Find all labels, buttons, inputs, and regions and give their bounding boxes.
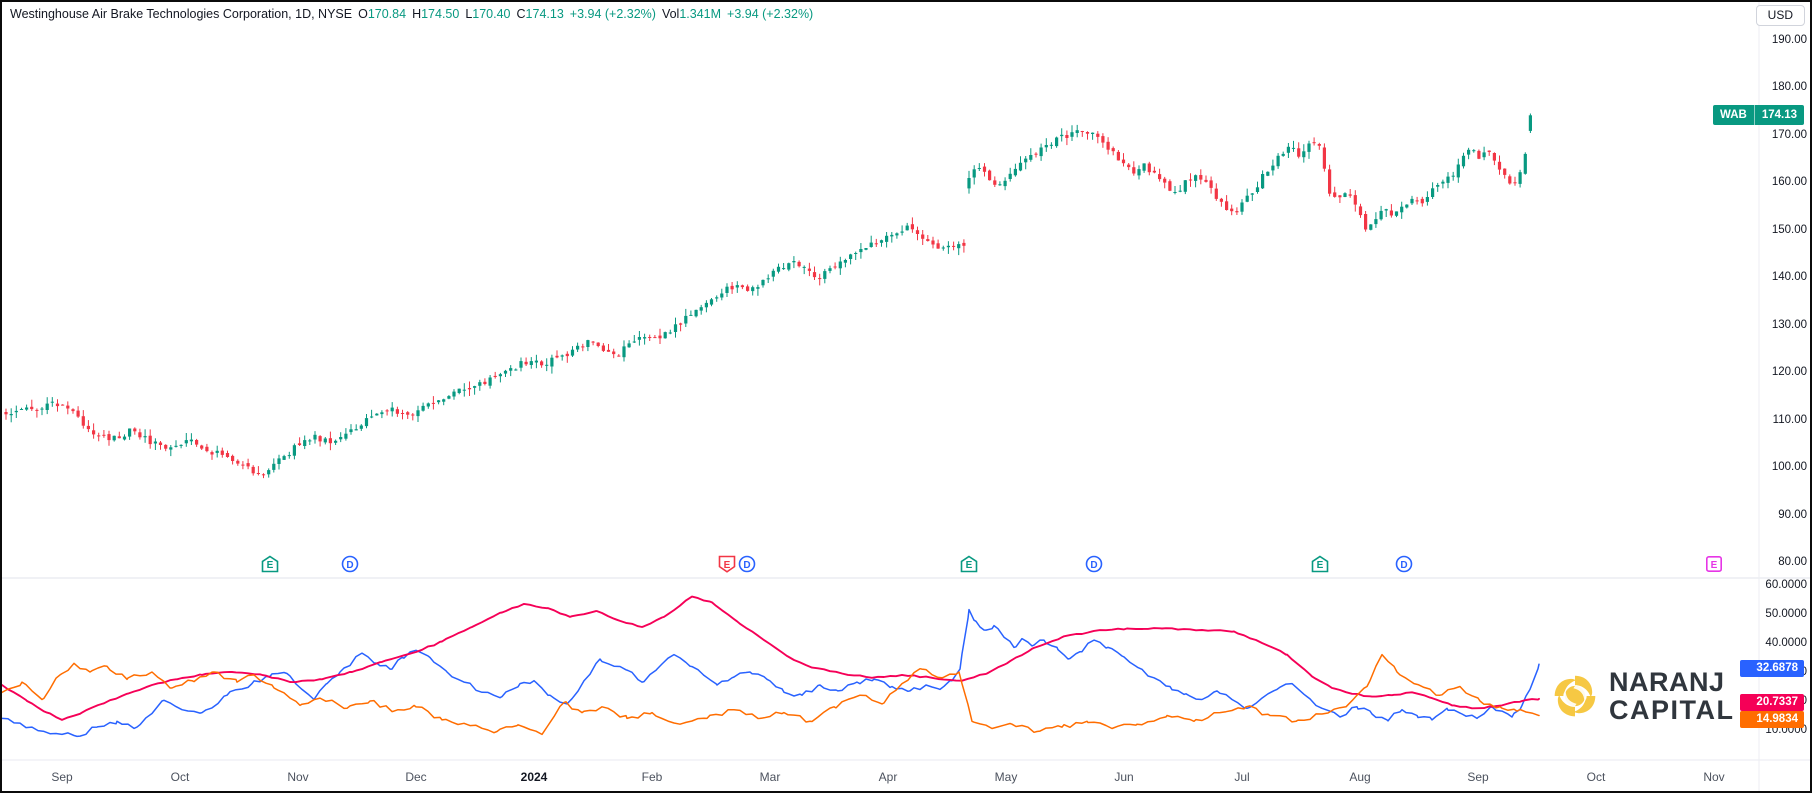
svg-text:D: D bbox=[346, 560, 353, 571]
last-price-badge-divider bbox=[1753, 105, 1755, 126]
pinwheel-logo-icon bbox=[1554, 675, 1596, 717]
symbol-header: Westinghouse Air Brake Technologies Corp… bbox=[10, 7, 813, 21]
indicator-tick-label: 60.0000 bbox=[1765, 579, 1807, 591]
svg-text:D: D bbox=[1090, 560, 1097, 571]
time-axis-label-oct[interactable]: Oct bbox=[1586, 770, 1606, 784]
price-tick-label: 90.00 bbox=[1778, 508, 1807, 521]
svg-text:D: D bbox=[1400, 560, 1407, 571]
low-label: L bbox=[465, 7, 473, 21]
high-value: 174.50 bbox=[421, 7, 460, 21]
earnings-event-icon[interactable]: E bbox=[261, 555, 279, 573]
time-axis-label-sep[interactable]: Sep bbox=[51, 770, 73, 784]
indicator-value-badge: 32.6878 bbox=[1740, 660, 1804, 677]
price-tick-label: 140.00 bbox=[1771, 271, 1807, 284]
price-tick-label: 120.00 bbox=[1771, 366, 1807, 379]
svg-text:D: D bbox=[743, 560, 750, 571]
earnings-event-icon[interactable]: E bbox=[1705, 555, 1723, 573]
price-tick-label: 190.00 bbox=[1771, 34, 1807, 46]
volume-change-value: +3.94 (+2.32%) bbox=[727, 7, 814, 21]
time-axis-label-oct[interactable]: Oct bbox=[170, 770, 190, 784]
earnings-event-icon[interactable]: E bbox=[718, 555, 736, 573]
change-value: +3.94 (+2.32%) bbox=[569, 7, 656, 21]
svg-text:E: E bbox=[724, 560, 731, 571]
earnings-event-icon[interactable]: E bbox=[960, 555, 978, 573]
last-price-badge: WAB 174.13 bbox=[1712, 105, 1804, 126]
time-axis-label-nov[interactable]: Nov bbox=[1703, 770, 1725, 784]
time-axis-label-jul[interactable]: Jul bbox=[1234, 770, 1250, 784]
dividend-event-icon[interactable]: D bbox=[341, 555, 359, 573]
time-axis-label-may[interactable]: May bbox=[994, 770, 1018, 784]
time-axis-label-feb[interactable]: Feb bbox=[641, 770, 663, 784]
volume-label: Vol bbox=[661, 7, 680, 21]
price-tick-label: 150.00 bbox=[1771, 223, 1807, 236]
indicator-line-+DI bbox=[2, 608, 1540, 738]
open-value: 170.84 bbox=[367, 7, 407, 21]
close-label: C bbox=[516, 7, 526, 21]
time-axis-label-dec[interactable]: Dec bbox=[405, 770, 427, 784]
brand-watermark: NARANJ CAPITAL bbox=[1550, 668, 1735, 724]
close-value: 174.13 bbox=[525, 7, 564, 21]
svg-text:E: E bbox=[1317, 560, 1324, 571]
price-tick-label: 130.00 bbox=[1771, 318, 1807, 331]
open-label: O bbox=[358, 7, 368, 21]
time-axis-label-mar[interactable]: Mar bbox=[759, 770, 781, 784]
indicator-tick-label: 50.0000 bbox=[1765, 608, 1807, 620]
high-label: H bbox=[412, 7, 422, 21]
svg-text:E: E bbox=[267, 560, 274, 571]
indicator-tick-label: 40.0000 bbox=[1765, 637, 1807, 649]
time-axis-label-apr[interactable]: Apr bbox=[878, 770, 898, 784]
time-axis-label-nov[interactable]: Nov bbox=[287, 770, 309, 784]
time-axis-label-aug[interactable]: Aug bbox=[1349, 770, 1371, 784]
dividend-event-icon[interactable]: D bbox=[738, 555, 756, 573]
dividend-event-icon[interactable]: D bbox=[1085, 555, 1103, 573]
price-tick-label: 170.00 bbox=[1771, 128, 1807, 141]
indicator-line--DI bbox=[2, 653, 1540, 736]
low-value: 170.40 bbox=[472, 7, 511, 21]
brand-name-line2: CAPITAL bbox=[1609, 695, 1735, 725]
dividend-event-icon[interactable]: D bbox=[1395, 555, 1413, 573]
indicator-value-badge: 20.7337 bbox=[1740, 694, 1804, 711]
currency-toggle-button[interactable]: USD bbox=[1755, 5, 1805, 26]
volume-value: 1.341M bbox=[679, 7, 722, 21]
price-tick-label: 100.00 bbox=[1771, 461, 1807, 474]
time-axis-label-sep[interactable]: Sep bbox=[1467, 770, 1489, 784]
price-tick-label: 180.00 bbox=[1771, 81, 1807, 94]
time-axis-label-jun[interactable]: Jun bbox=[1114, 770, 1134, 784]
symbol-title[interactable]: Westinghouse Air Brake Technologies Corp… bbox=[10, 7, 353, 21]
indicator-value-badge: 14.9834 bbox=[1740, 711, 1804, 728]
price-tick-label: 80.00 bbox=[1778, 555, 1807, 568]
earnings-event-icon[interactable]: E bbox=[1311, 555, 1329, 573]
price-tick-label: 110.00 bbox=[1772, 413, 1807, 426]
price-tick-label: 160.00 bbox=[1771, 176, 1807, 189]
last-price-badge-value: 174.13 bbox=[1761, 109, 1797, 122]
svg-text:E: E bbox=[1711, 560, 1718, 571]
time-axis-label-2024[interactable]: 2024 bbox=[520, 770, 548, 784]
last-price-badge-symbol: WAB bbox=[1719, 109, 1747, 122]
svg-text:E: E bbox=[966, 560, 973, 571]
indicator-line-ADX bbox=[2, 595, 1540, 721]
brand-name-line1: NARANJ bbox=[1609, 667, 1725, 697]
